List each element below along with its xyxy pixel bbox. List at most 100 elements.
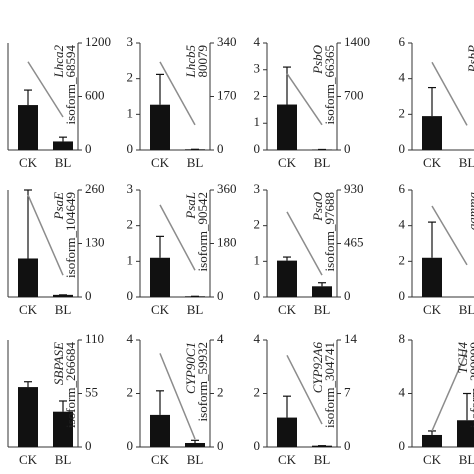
isoform-label: isoform_66365 [322, 45, 337, 124]
bar [422, 434, 442, 447]
y-tick-label: 4 [399, 384, 406, 399]
y-tick-label: 3 [254, 61, 261, 76]
y-tick-label: 1 [127, 105, 134, 120]
y2-tick-label: 0 [85, 438, 92, 453]
isoform-label: isoform_90542 [195, 192, 210, 271]
x-tick-label: BL [459, 302, 474, 317]
y2-tick-label: 14 [344, 331, 358, 346]
isoform-label: isoform_299999 [467, 342, 474, 428]
isoform-label: isoform_104649 [63, 192, 78, 278]
y-tick-label: 2 [127, 384, 134, 399]
y-tick-label: 0 [399, 288, 406, 303]
y2-tick-label: 0 [85, 141, 92, 156]
bar [277, 104, 297, 150]
fpkm-line [159, 204, 196, 271]
isoform-label: isoform_266684 [63, 342, 78, 428]
y2-tick-label: 0 [85, 288, 92, 303]
bar [277, 260, 297, 297]
gene-label: PsaL [183, 192, 198, 220]
bar [457, 420, 474, 447]
fpkm-line [431, 61, 468, 126]
isoform-label: 80079 [195, 45, 210, 78]
y-tick-label: 4 [254, 331, 261, 346]
y-tick-label: 3 [127, 34, 134, 49]
gene-label: SBPASE [51, 342, 66, 385]
x-tick-label: BL [55, 302, 72, 317]
y2-tick-label: 465 [344, 234, 364, 249]
panel: 0 2 4 6 CK BL PsbP [399, 34, 474, 170]
x-tick-label: BL [187, 452, 204, 467]
y-tick-label: 1 [254, 114, 261, 129]
bar [53, 411, 73, 447]
bar [150, 414, 170, 447]
bar [422, 116, 442, 150]
y2-tick-label: 340 [217, 34, 237, 49]
x-tick-label: BL [314, 452, 331, 467]
x-tick-label: BL [187, 302, 204, 317]
fpkm-line [286, 211, 323, 276]
y-tick-label: 2 [254, 217, 261, 232]
bar [312, 445, 332, 447]
y2-tick-label: 170 [217, 87, 237, 102]
x-tick-label: CK [151, 302, 170, 317]
y-tick-label: 3 [254, 181, 261, 196]
fpkm-line [431, 205, 468, 266]
y-tick-label: 0 [399, 141, 406, 156]
y2-tick-label: 0 [344, 141, 351, 156]
y-tick-label: 2 [399, 105, 406, 120]
gene-label: gamma [465, 192, 474, 231]
y-tick-label: 6 [399, 181, 406, 196]
bar [185, 442, 205, 447]
y2-tick-label: 1400 [344, 34, 370, 49]
x-tick-label: CK [423, 452, 442, 467]
y2-tick-label: 180 [217, 234, 237, 249]
y-tick-label: 4 [399, 217, 406, 232]
y-tick-label: 8 [399, 331, 406, 346]
y2-tick-label: 55 [85, 384, 98, 399]
y2-tick-label: 2 [217, 384, 224, 399]
gene-label: Lhca2 [51, 45, 66, 79]
x-tick-label: BL [314, 302, 331, 317]
y-tick-label: 3 [127, 181, 134, 196]
y2-tick-label: 600 [85, 87, 105, 102]
y-tick-label: 0 [127, 288, 134, 303]
y-tick-label: 1 [254, 252, 261, 267]
x-tick-label: CK [278, 155, 297, 170]
fpkm-line [27, 194, 64, 276]
y2-tick-label: 130 [85, 234, 105, 249]
y-tick-label: 1 [127, 252, 134, 267]
isoform-label: isoform_59932 [195, 342, 210, 421]
x-tick-label: BL [459, 155, 474, 170]
bar [18, 105, 38, 150]
y-tick-label: 4 [127, 331, 134, 346]
fpkm-line [159, 353, 196, 440]
gene-label: PsbO [310, 44, 325, 75]
y-tick-label: 0 [254, 438, 261, 453]
bar [53, 141, 73, 150]
x-tick-label: CK [278, 452, 297, 467]
bar [18, 387, 38, 447]
gene-label: PsaE [51, 192, 66, 221]
bar [312, 286, 332, 297]
bar [150, 257, 170, 297]
y-tick-label: 6 [399, 34, 406, 49]
y2-tick-label: 4 [217, 331, 224, 346]
x-tick-label: BL [187, 155, 204, 170]
y-tick-label: 0 [254, 288, 261, 303]
y-tick-label: 2 [127, 70, 134, 85]
y-tick-label: 4 [254, 34, 261, 49]
y2-tick-label: 0 [217, 288, 224, 303]
fpkm-line [286, 354, 323, 425]
bar [53, 294, 73, 297]
y2-tick-label: 0 [344, 288, 351, 303]
fpkm-line [286, 73, 323, 126]
fpkm-line [159, 61, 196, 126]
